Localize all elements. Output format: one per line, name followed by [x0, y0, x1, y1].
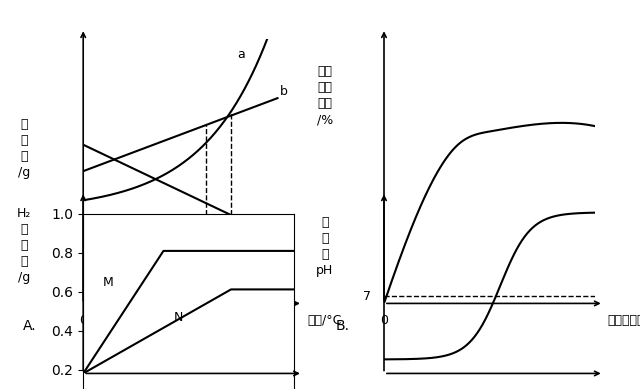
- Text: 0: 0: [380, 314, 388, 327]
- Text: 温度/°C: 温度/°C: [307, 314, 342, 327]
- Text: A.: A.: [22, 319, 36, 333]
- Text: 蒸发水的质量/g: 蒸发水的质量/g: [608, 314, 640, 327]
- Text: a: a: [237, 48, 245, 61]
- Text: 溶
解
度
/g: 溶 解 度 /g: [18, 118, 30, 179]
- Text: t₂: t₂: [226, 314, 236, 327]
- Text: 0: 0: [79, 314, 87, 327]
- Text: 7: 7: [364, 290, 371, 303]
- Text: N: N: [173, 312, 183, 324]
- Text: M: M: [103, 277, 114, 289]
- Text: 溶
液
的
pH: 溶 液 的 pH: [316, 216, 333, 277]
- Text: t₁: t₁: [201, 314, 211, 327]
- Text: b: b: [280, 85, 287, 98]
- Text: B.: B.: [336, 319, 350, 333]
- Text: H₂
的
质
量
/g: H₂ 的 质 量 /g: [17, 207, 31, 284]
- Text: c: c: [280, 223, 287, 236]
- Text: 溶质
质量
分数
/%: 溶质 质量 分数 /%: [317, 65, 333, 126]
